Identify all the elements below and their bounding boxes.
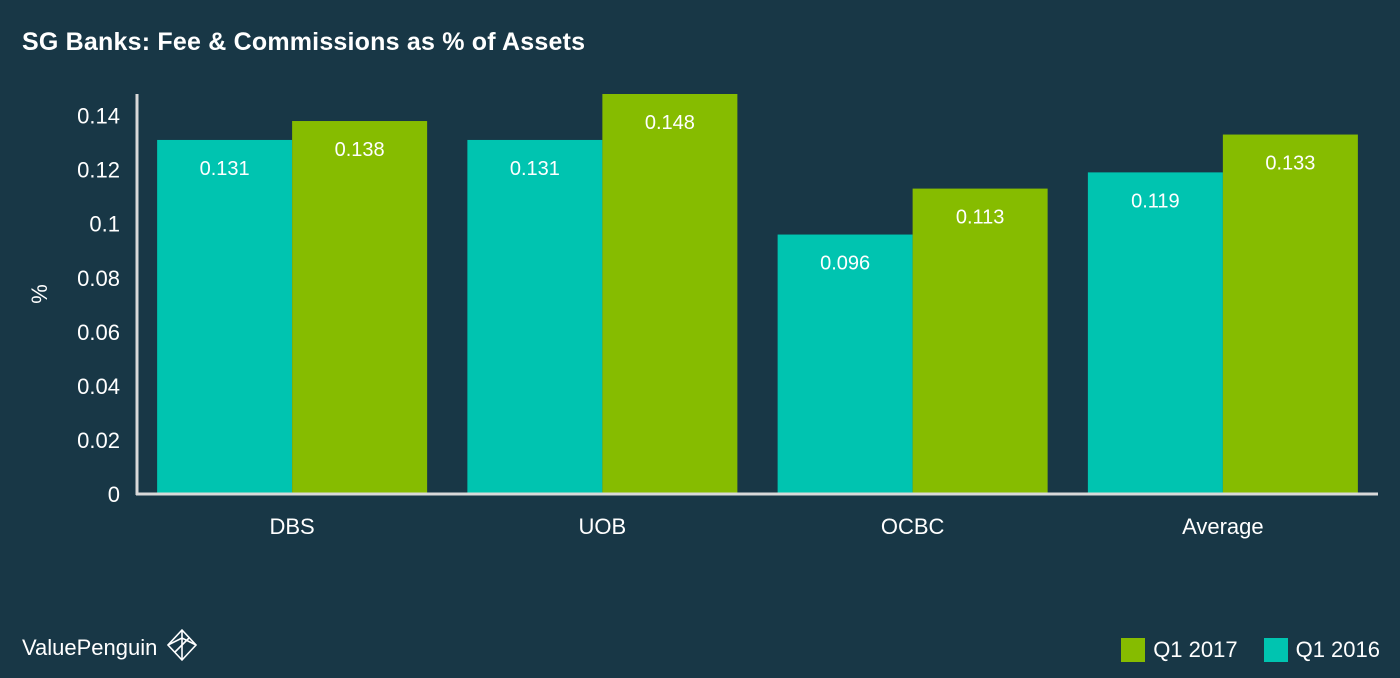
- bar: [1222, 134, 1358, 495]
- y-tick-label: 0.06: [77, 320, 120, 345]
- bar-data-label: 0.133: [1265, 153, 1315, 175]
- bar: [602, 94, 738, 494]
- bar-data-label: 0.131: [200, 158, 250, 180]
- legend-swatch-q1-2016: [1263, 638, 1288, 662]
- bar-data-label: 0.113: [956, 207, 1005, 229]
- bar-data-label: 0.138: [335, 139, 385, 161]
- bar: [912, 188, 1048, 494]
- bar-data-label: 0.119: [1131, 190, 1180, 212]
- y-tick-label: 0.08: [77, 266, 120, 291]
- legend-label-q1-2017: Q1 2017: [1153, 637, 1238, 662]
- chart-legend: Q1 2017 Q1 2016: [1121, 637, 1380, 663]
- legend-label-q1-2016: Q1 2016: [1295, 637, 1380, 662]
- x-tick-label: UOB: [579, 514, 627, 539]
- bar-data-label: 0.148: [645, 112, 695, 134]
- brand: ValuePenguin: [22, 628, 199, 668]
- bar: [1087, 172, 1223, 495]
- y-tick-label: 0.02: [77, 428, 120, 453]
- bar: [292, 121, 428, 494]
- chart-title: SG Banks: Fee & Commissions as % of Asse…: [22, 28, 586, 56]
- legend-swatch-q1-2017: [1121, 638, 1146, 662]
- x-tick-label: OCBC: [881, 514, 945, 539]
- brand-name: ValuePenguin: [22, 635, 158, 660]
- x-tick-label: Average: [1182, 514, 1264, 539]
- y-tick-label: 0.04: [77, 374, 120, 399]
- bar-data-label: 0.131: [510, 158, 560, 180]
- bar-data-label: 0.096: [820, 253, 870, 275]
- legend-item-q1-2017: Q1 2017: [1121, 637, 1238, 663]
- legend-item-q1-2016: Q1 2016: [1263, 637, 1380, 663]
- bar: [777, 234, 913, 495]
- y-tick-label: 0: [108, 482, 120, 507]
- y-axis-label: %: [27, 284, 52, 304]
- bar: [157, 139, 293, 494]
- bar: [467, 139, 603, 494]
- valuepenguin-logo-icon: [165, 628, 199, 668]
- y-tick-label: 0.1: [89, 212, 120, 237]
- y-tick-label: 0.14: [77, 104, 120, 129]
- x-tick-label: DBS: [270, 514, 315, 539]
- y-tick-label: 0.12: [77, 158, 120, 183]
